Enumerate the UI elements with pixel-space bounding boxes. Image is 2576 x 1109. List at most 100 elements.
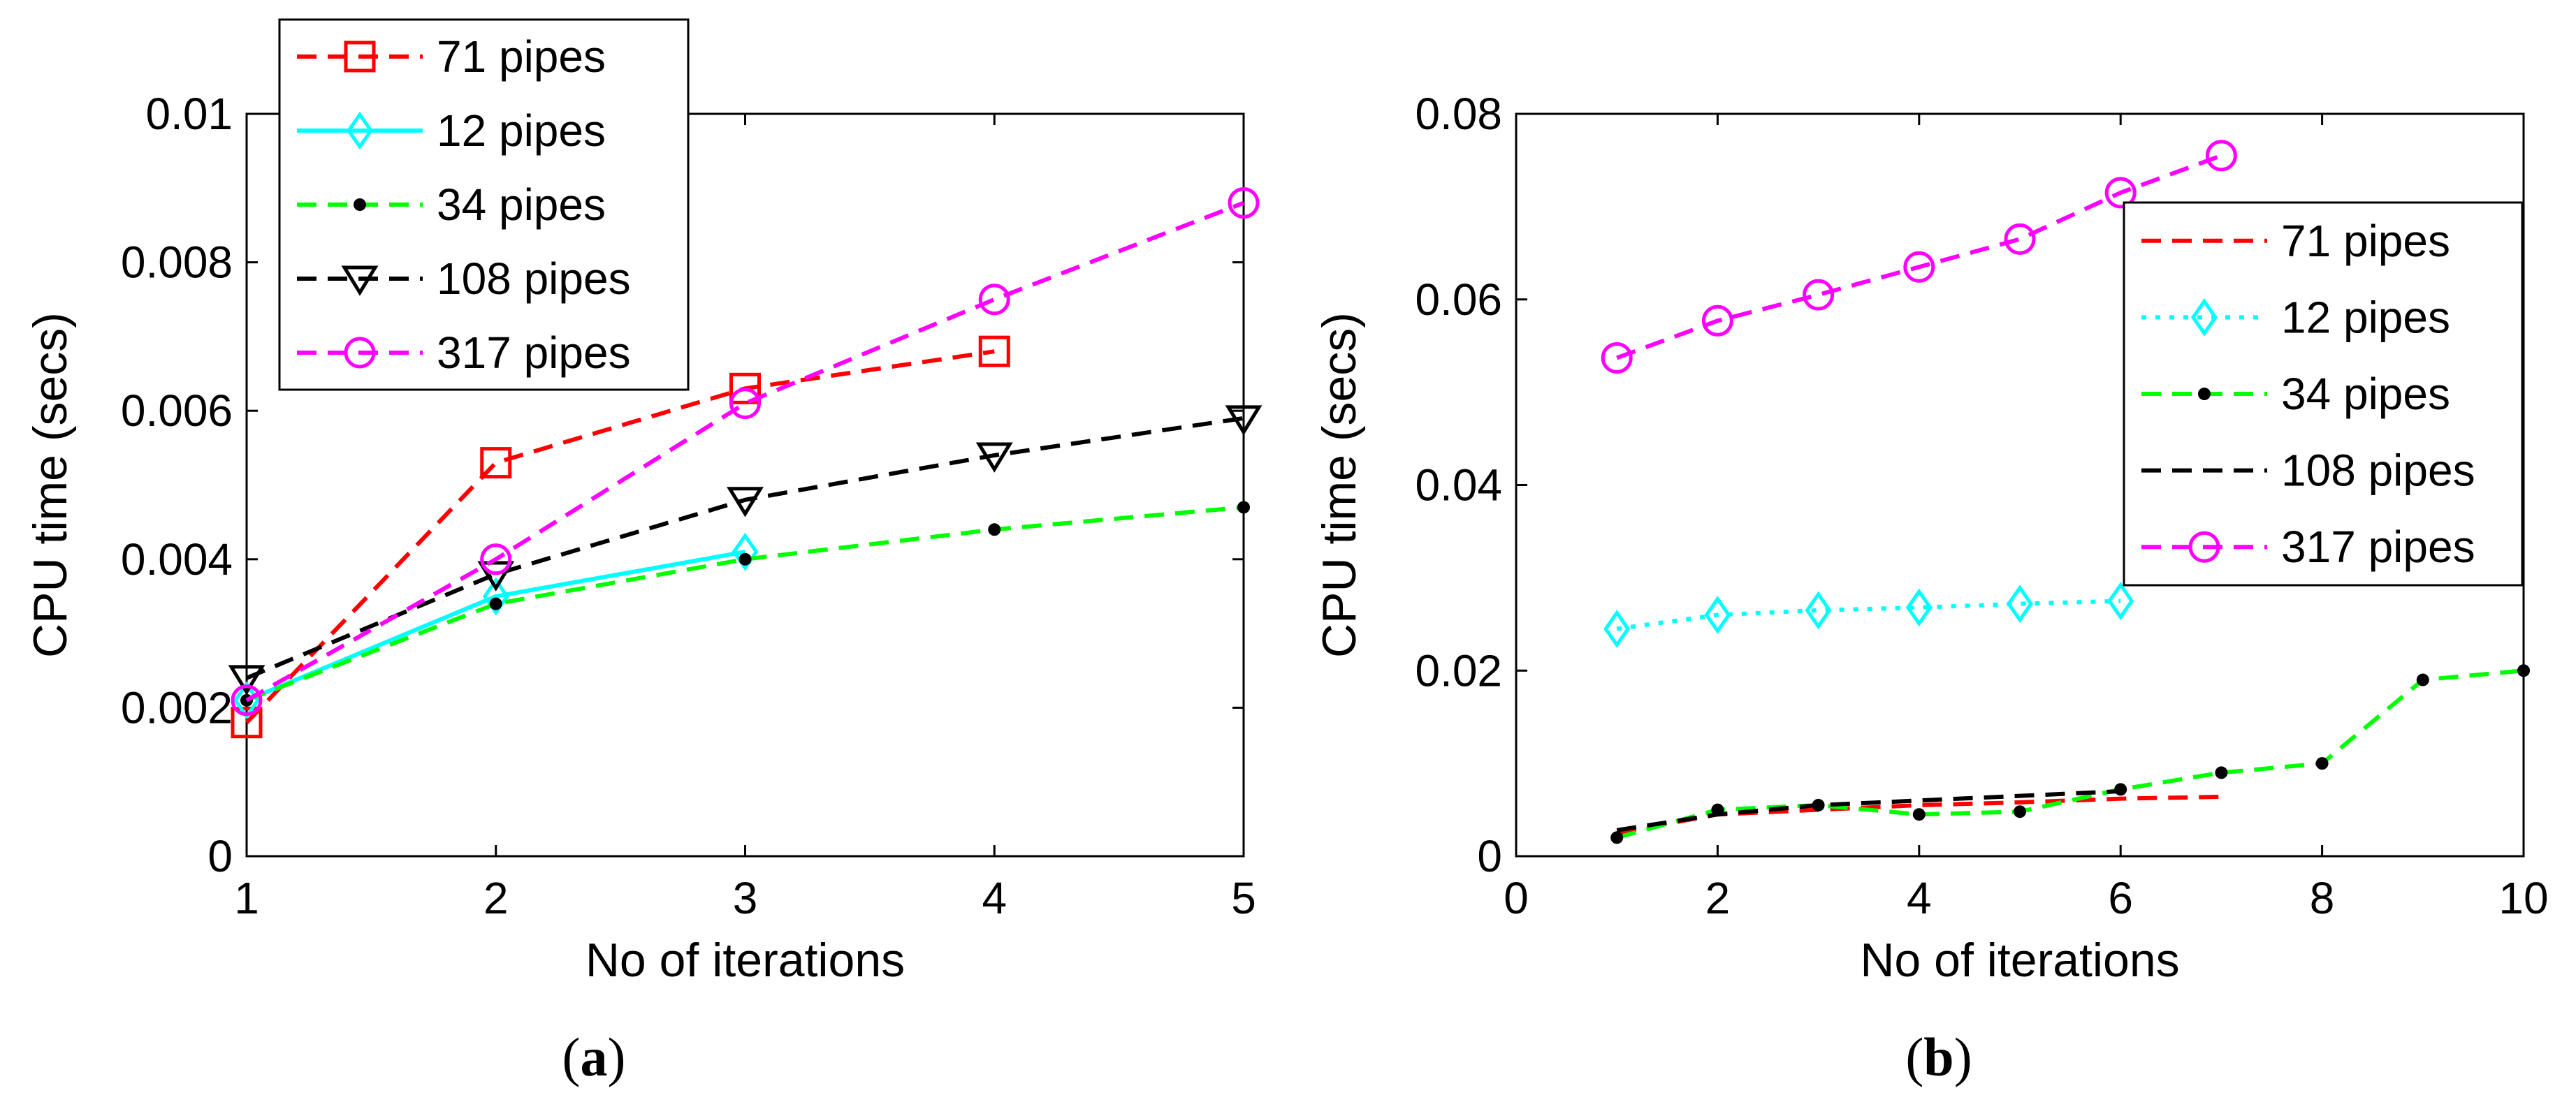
chart-b-series-4-point — [1903, 251, 1935, 283]
chart-b-series-2-point — [2416, 673, 2429, 686]
chart-b-caption-close: ) — [1954, 1027, 1972, 1087]
chart-a-series-0-point — [231, 707, 263, 739]
chart-b-xtick-label: 4 — [1907, 873, 1932, 923]
chart-b-legend-label: 108 pipes — [2281, 446, 2475, 496]
chart-b-xtick-label: 8 — [2310, 873, 2335, 923]
chart-b-series-2-point — [2215, 766, 2228, 779]
chart-b-caption: (b) — [1905, 1027, 1972, 1087]
chart-a-series-0-point — [480, 447, 512, 479]
chart-b-series-1-point — [1805, 591, 1832, 630]
chart-a-series-4-point — [1228, 187, 1260, 219]
chart-b-y-axis-label: CPU time (secs) — [1313, 312, 1366, 658]
chart-b-series-line-1 — [1616, 598, 2121, 631]
chart-a-legend-label: 34 pipes — [437, 179, 606, 230]
chart-b-xtick-label: 2 — [1705, 873, 1731, 923]
chart-b-series-1-point — [1704, 596, 1731, 634]
chart-b-ytick-label: 0 — [1477, 831, 1502, 881]
chart-a-ytick-label: 0.002 — [121, 682, 233, 733]
chart-a-ytick-label: 0 — [208, 831, 233, 881]
chart-b-legend-label: 12 pipes — [2281, 292, 2450, 342]
chart-a-legend-marker — [344, 337, 376, 369]
chart-a-series-line-1 — [245, 550, 746, 703]
chart-b-series-1-point — [1603, 610, 1631, 648]
chart-a-legend-marker — [344, 41, 376, 73]
chart-a-legend-marker — [346, 111, 374, 150]
chart-a-series-0-point — [729, 372, 761, 404]
chart-a-series-3-point — [727, 487, 764, 517]
chart-b-legend-marker — [2198, 388, 2211, 400]
chart-a-legend-marker — [354, 198, 366, 211]
chart-b-series-2-point — [1912, 808, 1926, 821]
chart-b-legend-label: 34 pipes — [2281, 369, 2450, 419]
chart-b-series-line-4 — [1616, 153, 2222, 360]
chart-a-series-3-point — [1225, 405, 1262, 436]
chart-a-series-4-point — [480, 543, 512, 575]
chart-b-caption-open: ( — [1905, 1027, 1923, 1087]
chart-b-series-2-point — [1610, 831, 1624, 844]
chart-b-legend-label: 71 pipes — [2281, 216, 2450, 266]
chart-a-series-1-point — [482, 577, 509, 616]
chart-a-caption-close: ) — [608, 1027, 626, 1087]
chart-a-legend-label: 71 pipes — [437, 31, 606, 82]
chart-b-ytick-label: 0.04 — [1415, 460, 1502, 511]
chart-panel-a: 1 2 3 4 5 0 0.002 0.004 0.006 0.008 0.01 No of iter… — [24, 18, 1262, 1087]
chart-a-series-3-point — [477, 561, 515, 592]
chart-a-ytick-label: 0.006 — [121, 385, 233, 436]
chart-a-series-1-point — [732, 532, 759, 571]
chart-b-x-axis-label: No of iterations — [1860, 934, 2179, 987]
chart-b-series-4-point — [2004, 223, 2036, 255]
chart-a-series-line-4 — [245, 200, 1245, 703]
chart-a-xtick-label: 1 — [234, 873, 259, 923]
chart-a-series-2-point — [738, 552, 752, 566]
chart-a-series-2-point — [988, 523, 1001, 536]
chart-a-ytick-label: 0.01 — [145, 89, 233, 139]
chart-b-series-1-point — [1905, 588, 1933, 627]
chart-a-series-4-point — [729, 388, 761, 420]
chart-a-series-line-3 — [245, 416, 1244, 680]
chart-b-xtick-label: 10 — [2498, 873, 2548, 923]
chart-b-legend-marker — [2190, 298, 2218, 337]
chart-a-caption: (a) — [562, 1027, 626, 1087]
chart-a-legend-label: 12 pipes — [437, 105, 606, 156]
chart-a-ytick-label: 0.004 — [121, 534, 233, 585]
chart-b-series-4-point — [1701, 304, 1733, 337]
chart-b-series-1-point — [2107, 582, 2134, 620]
chart-b-series-4-point — [2205, 140, 2237, 172]
chart-b-series-4-point — [1803, 279, 1835, 311]
chart-a-series-3-point — [975, 442, 1013, 473]
chart-a-series-2-point — [1237, 501, 1250, 514]
chart-b-series-4-point — [1601, 341, 1633, 374]
chart-b-xtick-label: 6 — [2108, 873, 2133, 923]
chart-a-xtick-label: 4 — [982, 873, 1007, 923]
chart-a-series-0-point — [978, 335, 1010, 367]
chart-a-y-axis-label: CPU time (secs) — [24, 312, 77, 658]
chart-a-xtick-label: 2 — [483, 873, 509, 923]
chart-b-series-line-2 — [1616, 668, 2524, 840]
chart-b-caption-letter: b — [1923, 1027, 1953, 1087]
chart-b-series-4-point — [2104, 177, 2137, 209]
chart-a-xtick-label: 5 — [1231, 873, 1256, 923]
chart-b-legend-marker — [2188, 531, 2220, 563]
chart-b-legend-label: 317 pipes — [2281, 522, 2475, 572]
chart-b-series-1-point — [2006, 585, 2034, 623]
chart-a-series-4-point — [231, 684, 263, 717]
chart-b-series-line-3 — [1616, 788, 2121, 832]
chart-a-xtick-label: 3 — [733, 873, 758, 923]
chart-a-legend-marker — [341, 265, 379, 296]
chart-a-legend-label: 317 pipes — [437, 328, 631, 378]
chart-b-xtick-label: 0 — [1504, 873, 1529, 923]
chart-b-ytick-label: 0.06 — [1415, 274, 1502, 325]
chart-a-legend-label: 108 pipes — [437, 254, 631, 304]
chart-b-series-2-point — [2315, 757, 2329, 770]
chart-b-ytick-label: 0.08 — [1415, 89, 1502, 139]
chart-a-x-axis-label: No of iterations — [585, 934, 905, 987]
chart-a-series-line-0 — [245, 349, 995, 724]
chart-b-ytick-label: 0.02 — [1415, 645, 1502, 696]
chart-a-caption-open: ( — [562, 1027, 581, 1087]
chart-b-series-2-point — [2517, 664, 2530, 677]
chart-a-series-3-point — [228, 665, 265, 696]
chart-a-caption-letter: a — [581, 1027, 608, 1087]
chart-a-ytick-label: 0.008 — [121, 237, 233, 288]
chart-a-series-4-point — [978, 284, 1010, 316]
